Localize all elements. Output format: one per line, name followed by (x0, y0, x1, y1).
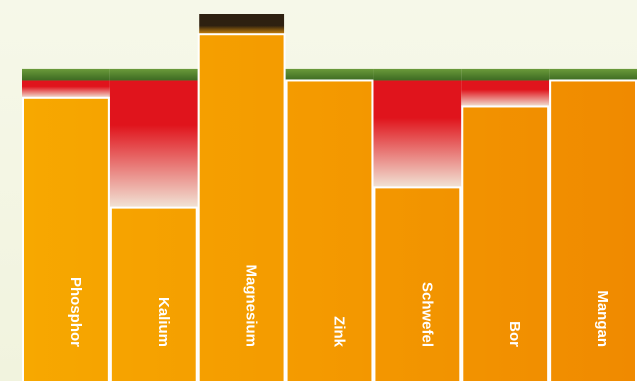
deficit-zone-phosphor (22, 80, 110, 98)
bar-magnesium (197, 33, 286, 381)
bar-schwefel (373, 186, 462, 381)
category-labels: Phosphor Kalium Magnesium Zink Schwefel Bor Ma… (67, 264, 611, 347)
category-label-zink: Zink (331, 316, 348, 347)
optimum-band-schwefel (373, 68, 462, 81)
optimum-band-kalium (109, 68, 198, 81)
optimum-band-mangan (549, 68, 637, 81)
deficit-zone-bor (461, 80, 550, 107)
category-label-mangan: Mangan (594, 290, 611, 347)
bar-mangan (549, 79, 637, 381)
bar-bor (461, 105, 550, 381)
category-label-schwefel: Schwefel (418, 282, 435, 347)
optimum-band-zink (285, 68, 374, 81)
category-label-magnesium: Magnesium (243, 264, 260, 347)
excess-zone-magnesium (199, 14, 285, 36)
reference-bands (22, 14, 637, 208)
bars (22, 33, 637, 381)
deficit-zone-kalium (109, 80, 198, 208)
optimum-band-phosphor (22, 68, 110, 81)
category-label-phosphor: Phosphor (67, 277, 84, 347)
bar-phosphor (22, 96, 110, 381)
category-label-bor: Bor (506, 321, 523, 347)
deficit-zone-schwefel (373, 80, 462, 188)
bar-zink (285, 79, 374, 381)
optimum-band-bor (461, 68, 550, 81)
category-label-kalium: Kalium (155, 297, 172, 347)
bar-kalium (109, 206, 198, 381)
